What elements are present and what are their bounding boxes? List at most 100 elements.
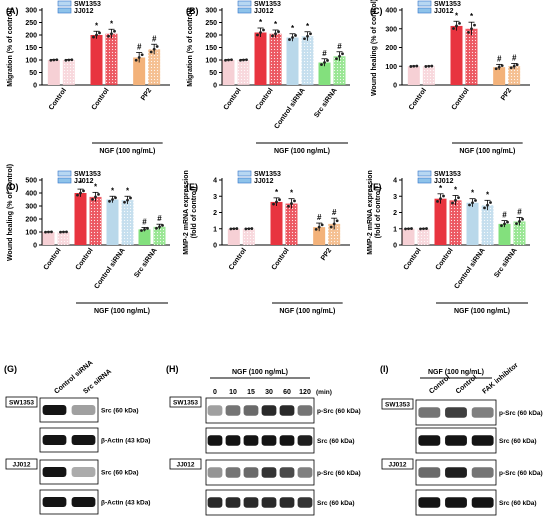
data-point — [245, 58, 248, 62]
bar-pattern — [148, 49, 161, 85]
data-point — [62, 230, 65, 234]
blot-band — [279, 405, 295, 416]
legend-swatch-sw1353 — [417, 0, 432, 7]
blot-band — [471, 407, 494, 418]
data-point — [455, 24, 458, 28]
y-tick-label: 200 — [25, 217, 37, 224]
significance-mark: * — [111, 186, 115, 195]
bar-sw1353 — [466, 202, 479, 245]
data-point — [320, 223, 324, 227]
y-tick-label: 400 — [385, 8, 397, 15]
data-point — [55, 58, 59, 62]
data-point — [64, 58, 68, 62]
y-tick-label: 300 — [385, 26, 397, 33]
legend-label: SW1353 — [254, 1, 281, 8]
bar-sw1353 — [407, 66, 420, 85]
y-tick-label: 2 — [213, 210, 217, 217]
blot-strip — [205, 427, 315, 454]
category-label: Control — [451, 87, 471, 111]
significance-mark: * — [275, 188, 279, 197]
legend-swatch-jj012 — [57, 177, 72, 184]
data-point — [227, 58, 230, 62]
blot-row-label: p-Src (60 kDa) — [499, 470, 543, 477]
blot-strip — [205, 397, 315, 424]
y-axis-title-line: Wound healing (% of control) — [7, 164, 14, 261]
significance-mark: # — [332, 208, 337, 217]
cell-line-box — [381, 398, 414, 410]
data-point — [518, 220, 521, 223]
blot-column-label: Src siRNA — [82, 368, 113, 395]
data-point — [67, 58, 71, 62]
y-axis-title: Wound healing (% of control) — [7, 164, 14, 261]
category-label: Control siRNA — [453, 247, 486, 290]
panel-label: (C) — [370, 6, 383, 16]
y-tick-label: 0 — [393, 83, 397, 90]
data-point — [500, 224, 503, 228]
data-point — [500, 64, 504, 68]
legend-swatch-sw1353 — [237, 170, 252, 177]
y-tick-label: 250 — [205, 20, 217, 27]
blot-row-label: Src (60 kDa) — [317, 438, 355, 445]
blot-header: NGF (100 ng/mL) — [232, 369, 288, 376]
ngf-label: NGF (100 ng/mL) — [94, 308, 150, 315]
data-point — [274, 32, 277, 36]
significance-mark: # — [512, 53, 517, 62]
data-point — [451, 201, 454, 205]
y-tick-label: 2 — [393, 210, 397, 217]
blot-band — [207, 467, 223, 478]
data-point — [79, 191, 82, 195]
data-point — [134, 58, 138, 62]
blot-column-label: 0 — [213, 389, 217, 396]
chart-panel-5: (F) 0 1 2 3 4 MMP-2 mRNA expression(fold of co… — [367, 170, 530, 315]
significance-mark: * — [274, 20, 278, 29]
category-label: Control — [75, 247, 95, 271]
y-tick-label: 3 — [213, 194, 217, 201]
data-point — [468, 203, 471, 207]
data-point — [235, 227, 239, 230]
panel-label: (G) — [4, 364, 17, 374]
data-point — [303, 37, 306, 41]
data-point — [494, 67, 498, 71]
category-label: Control siRNA — [93, 247, 126, 290]
y-tick-label: 100 — [25, 230, 37, 237]
data-point — [98, 31, 101, 35]
data-point — [483, 206, 486, 210]
data-point — [70, 58, 74, 62]
data-point — [158, 225, 161, 229]
data-point — [338, 54, 341, 58]
data-point — [107, 34, 110, 38]
category-label: Control — [408, 87, 428, 111]
y-tick-label: 300 — [25, 204, 37, 211]
data-point — [306, 34, 309, 38]
blot-band — [261, 435, 277, 446]
legend-label: JJ012 — [434, 8, 454, 15]
data-point — [256, 33, 259, 37]
legend-swatch-sw1353 — [237, 0, 252, 7]
category-label: Control — [228, 247, 248, 271]
data-point — [474, 199, 477, 202]
significance-mark: * — [94, 182, 98, 191]
data-point — [113, 29, 116, 33]
category-label: Control — [223, 87, 243, 111]
legend-swatch-jj012 — [237, 177, 252, 184]
data-point — [91, 198, 94, 201]
data-point — [137, 56, 141, 59]
data-point — [110, 32, 113, 36]
category-label: Control — [403, 247, 423, 271]
bar-sw1353 — [42, 232, 55, 245]
blot-band — [243, 497, 259, 508]
data-point — [288, 38, 291, 41]
cell-line-label: JJ012 — [176, 462, 194, 469]
y-tick-label: 150 — [25, 45, 37, 52]
bar-sw1353 — [450, 25, 463, 85]
data-point — [410, 227, 413, 230]
blot-column-label: 60 — [283, 389, 291, 396]
data-point — [470, 27, 473, 31]
chart-panel-0: (A) 0 50 100 150 200 250 300 Migration (% of con… — [6, 0, 170, 155]
data-point — [326, 59, 329, 62]
y-axis-title-line: (fold of control) — [191, 187, 198, 239]
cell-line-box — [5, 458, 38, 470]
data-point — [430, 64, 434, 68]
